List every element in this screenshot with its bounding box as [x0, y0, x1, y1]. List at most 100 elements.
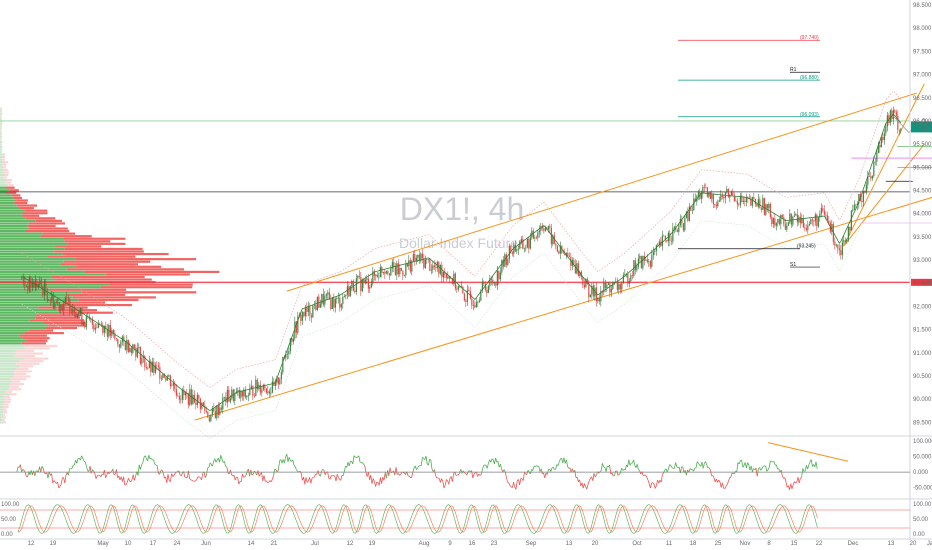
volume-profile-bar: [0, 199, 17, 202]
price-tick-label: 92.000: [913, 304, 932, 310]
candle-body: [852, 209, 854, 211]
volume-profile-bar: [25, 229, 70, 233]
candle-body: [130, 347, 132, 353]
rsi-segment: [408, 475, 411, 478]
rsi-segment: [633, 459, 636, 466]
rsi-segment: [686, 469, 688, 476]
price-tick-label: 90.000: [913, 397, 932, 403]
candle-body: [94, 327, 96, 330]
rsi-segment: [647, 479, 650, 484]
rsi-segment: [596, 471, 598, 476]
candle-body: [33, 282, 35, 288]
rsi-segment: [658, 479, 661, 484]
rsi-segment: [643, 474, 645, 477]
price-tick-label: 93.000: [913, 258, 932, 264]
rsi-segment: [344, 465, 346, 472]
price-tick-label: 94.500: [913, 189, 932, 195]
rsi-segment: [540, 468, 543, 474]
volume-profile-bar: [0, 196, 14, 200]
volume-profile-bar: [0, 181, 6, 184]
rsi-segment: [47, 471, 50, 479]
volume-profile-bar: [0, 110, 3, 113]
candle-body: [129, 347, 131, 353]
rsi-segment: [668, 464, 670, 470]
candle-body: [858, 194, 860, 204]
candle-body: [874, 161, 876, 163]
rsi-segment: [452, 473, 454, 482]
rsi-segment: [400, 471, 403, 475]
candle-body: [241, 391, 243, 397]
candle-body: [127, 339, 129, 353]
rsi-segment: [486, 463, 489, 469]
candle-body: [516, 249, 518, 252]
rsi-segment: [506, 477, 508, 483]
candle-body: [120, 341, 122, 348]
rsi-segment: [274, 468, 277, 471]
candle-body: [496, 270, 498, 286]
volume-profile-bar: [0, 286, 101, 289]
candle-body: [393, 262, 395, 267]
volume-profile-bar: [0, 380, 13, 383]
time-axis[interactable]: 12 19 May 10 17 24 Jun 14 21 Jul 12 19 Aug 9 16 23 Sep 13…: [28, 541, 932, 547]
candle-body: [163, 374, 165, 378]
rsi-segment: [582, 483, 585, 489]
candle-body: [159, 366, 161, 379]
rsi-segment: [364, 465, 367, 473]
rsi-segment: [314, 473, 316, 478]
rsi-segment: [394, 467, 397, 476]
volume-profile-bar: [0, 324, 49, 327]
candle-body: [598, 298, 600, 302]
candle-body: [213, 407, 215, 412]
volume-profile-bar: [0, 186, 7, 189]
volume-profile-bar: [0, 148, 3, 151]
stoch-panel: 100.00 50.00 0.00 100.00 50.00 0.00: [0, 502, 932, 538]
candle-body: [594, 287, 596, 297]
volume-profile-bar: [60, 263, 139, 266]
candle-body: [444, 272, 446, 275]
price-tick-label: 90.500: [913, 374, 932, 380]
candle-body: [688, 206, 690, 221]
volume-profile-bar: [0, 115, 2, 118]
candle-body: [270, 392, 272, 394]
rsi-segment: [82, 458, 85, 462]
volume-profile-bar: [0, 117, 2, 120]
candle-body: [535, 237, 537, 239]
rsi-segment: [395, 467, 398, 475]
candle-body: [759, 199, 761, 208]
rsi-segment: [747, 462, 750, 466]
candle-body: [376, 274, 378, 278]
candle-body: [823, 210, 825, 215]
candle-body: [567, 252, 569, 256]
volume-profile-bar: [19, 360, 44, 363]
volume-profile-bar: [14, 201, 28, 205]
candle-body: [681, 219, 683, 224]
volume-profile-bar: [2, 158, 5, 161]
candle-body: [798, 216, 800, 223]
rsi-segment: [695, 461, 698, 469]
rsi-segment: [710, 469, 712, 477]
stoch-left-tick-label: 0.00: [1, 532, 13, 538]
rsi-segment: [711, 475, 713, 477]
candle-body: [337, 297, 339, 299]
candle-body: [342, 296, 344, 305]
candle-body: [358, 275, 360, 277]
rsi-segment: [214, 458, 217, 463]
candle-body: [78, 313, 80, 315]
volume-profile-bar: [2, 166, 7, 169]
rsi-segment: [448, 477, 451, 485]
rsi-segment: [650, 482, 652, 489]
rsi-segment: [172, 475, 175, 477]
candle-body: [646, 259, 648, 263]
candle-body: [363, 279, 365, 284]
candle-body: [237, 390, 239, 392]
candle-body: [835, 244, 837, 246]
candle-body: [286, 354, 288, 355]
rsi-segment: [688, 468, 691, 473]
time-tick-label: 19: [50, 541, 57, 547]
rsi-segment: [209, 462, 212, 465]
rsi-segment: [807, 465, 810, 470]
rsi-segment: [147, 455, 150, 461]
volume-profile-bar: [0, 298, 79, 302]
